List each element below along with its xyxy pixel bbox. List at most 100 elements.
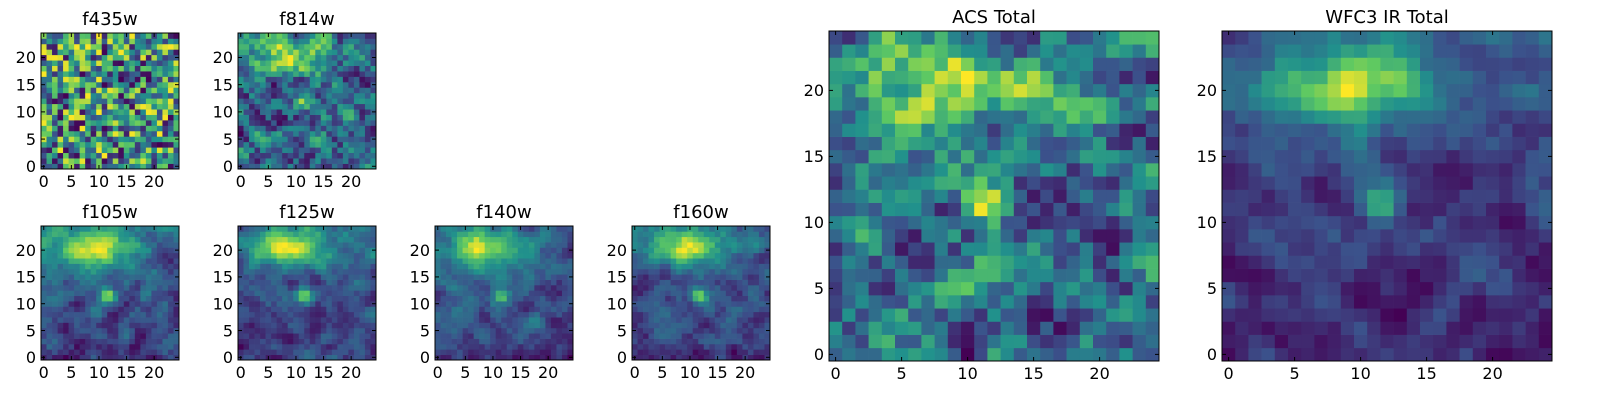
heatmap-cell [255,77,261,83]
heatmap-cell [326,98,332,104]
heatmap-cell [365,142,371,148]
heatmap-cell [540,274,546,280]
heatmap-cell [523,274,529,280]
heatmap-cell [293,312,299,318]
heatmap-cell [162,38,168,44]
heatmap-cell [124,104,130,110]
heatmap-cell [759,328,765,334]
heatmap-cell [1053,150,1067,164]
heatmap-cell [332,280,338,286]
heatmap-cell [173,44,179,50]
heatmap-cell [567,242,573,248]
heatmap-cell [654,253,660,259]
heatmap-cell [129,253,135,259]
heatmap-cell [682,280,688,286]
heatmap-cell [47,269,53,275]
heatmap-cell [47,290,53,296]
heatmap-cell [310,231,316,237]
heatmap-cell [168,264,174,270]
heatmap-cell [665,306,671,312]
heatmap-cell [1526,321,1540,335]
heatmap-cell [326,339,332,345]
heatmap-cell [58,125,64,131]
heatmap-cell [479,339,485,345]
heatmap-cell [238,269,244,275]
heatmap-cell [354,142,360,148]
heatmap-cell [326,147,332,153]
heatmap-cell [80,280,86,286]
heatmap-cell [74,237,80,243]
heatmap-cell [1367,203,1381,217]
heatmap-cell [1314,150,1328,164]
heatmap-cell [107,109,113,115]
heatmap-cell [643,306,649,312]
heatmap-cell [764,258,770,264]
heatmap-cell [315,66,321,72]
heatmap-cell [1040,57,1054,71]
heatmap-cell [512,328,518,334]
heatmap-cell [146,142,152,148]
heatmap-cell [162,109,168,115]
heatmap-cell [157,339,163,345]
heatmap-cell [512,355,518,361]
heatmap-cell [146,115,152,121]
heatmap-cell [529,333,535,339]
heatmap-cell [485,274,491,280]
heatmap-cell [660,312,666,318]
heatmap-cell [370,131,376,137]
heatmap-cell [948,189,962,203]
heatmap-cell [1040,71,1054,85]
heatmap-cell [299,285,305,291]
heatmap-cell [562,328,568,334]
heatmap-cell [348,247,354,253]
heatmap-cell [91,296,97,302]
heatmap-cell [1133,110,1147,124]
panel-title: f814w [279,9,334,30]
heatmap-cell [726,317,732,323]
heatmap-cell [490,322,496,328]
heatmap-cell [435,306,441,312]
heatmap-cell [1080,137,1094,151]
heatmap-cell [255,104,261,110]
heatmap-cell [118,158,124,164]
heatmap-cell [365,301,371,307]
heatmap-cell [452,237,458,243]
heatmap-cell [288,93,294,99]
heatmap-cell [446,306,452,312]
heatmap-cell [266,247,272,253]
heatmap-cell [85,344,91,350]
heatmap-cell [69,285,75,291]
heatmap-cell [1053,255,1067,269]
heatmap-cell [1014,57,1028,71]
heatmap-cell [720,322,726,328]
heatmap-cell [1460,229,1474,243]
heatmap-cell [731,301,737,307]
heatmap-cell [490,242,496,248]
heatmap-cell [359,153,365,159]
heatmap-cell [1526,229,1540,243]
heatmap-cell [1146,57,1160,71]
heatmap-cell [140,317,146,323]
heatmap-cell [961,97,975,111]
heatmap-cell [1067,203,1081,217]
heatmap-cell [446,344,452,350]
heatmap-cell [1275,255,1289,269]
heatmap-cell [1119,348,1133,362]
heatmap-cell [249,312,255,318]
heatmap-cell [764,269,770,275]
heatmap-cell [58,87,64,93]
heatmap-cell [310,328,316,334]
heatmap-cell [512,264,518,270]
heatmap-cell [895,242,909,256]
heatmap-cell [343,312,349,318]
heatmap-cell [359,226,365,232]
heatmap-cell [129,247,135,253]
heatmap-cell [1001,31,1015,45]
heatmap-cell [748,312,754,318]
heatmap-cell [304,355,310,361]
heatmap-cell [41,349,47,355]
heatmap-cell [961,163,975,177]
heatmap-cell [140,339,146,345]
heatmap-cell [118,60,124,66]
heatmap-cell [370,339,376,345]
